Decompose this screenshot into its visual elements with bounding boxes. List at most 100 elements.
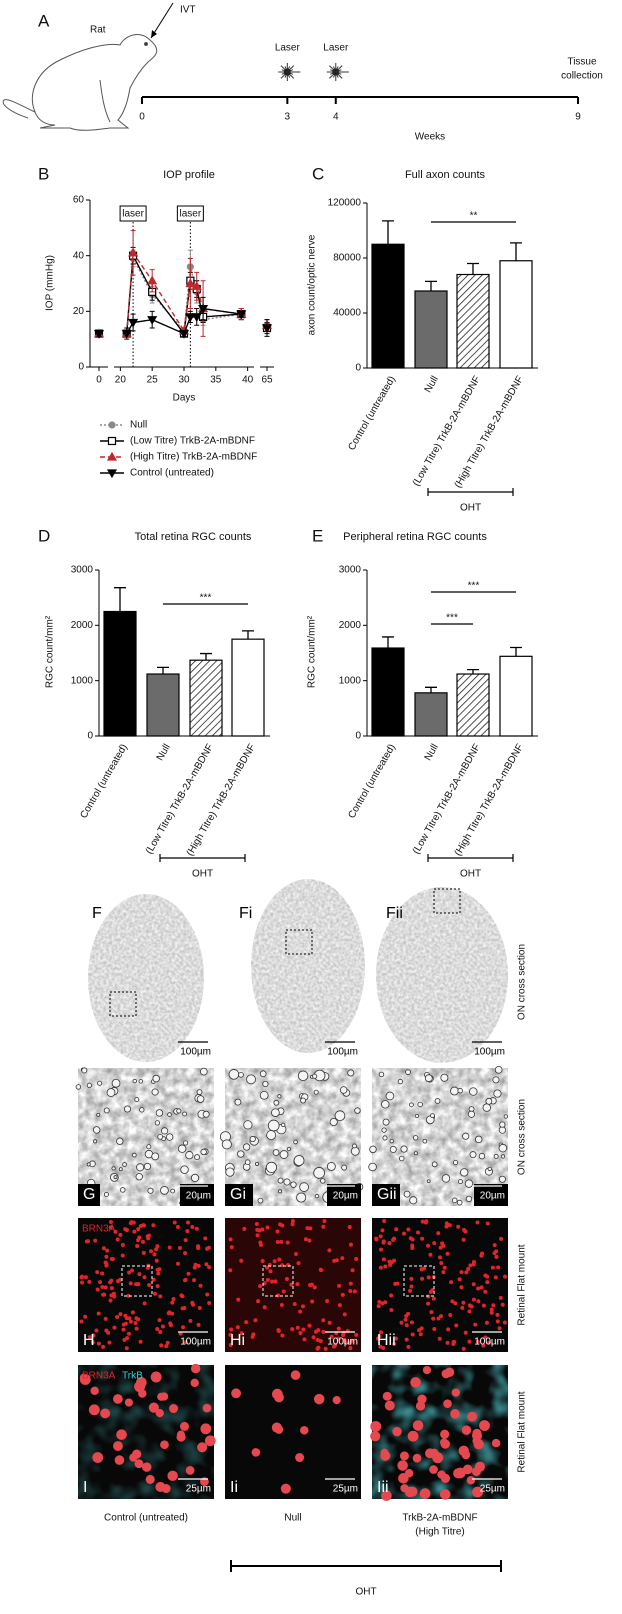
zoom-box: [285, 929, 313, 955]
axon: [259, 1090, 269, 1100]
cell: [136, 1238, 141, 1243]
cell: [319, 1268, 324, 1273]
chart-title: IOP profile: [163, 169, 215, 181]
laser-burst: [278, 63, 301, 81]
marker: [198, 304, 209, 314]
cell: [336, 1336, 341, 1341]
cell: [481, 1343, 486, 1348]
cell: [441, 1270, 446, 1275]
cell: [308, 1226, 313, 1231]
cell: [179, 1421, 190, 1431]
cell: [290, 1222, 295, 1227]
cell: [354, 1332, 359, 1337]
axon: [249, 1135, 256, 1143]
cell: [410, 1332, 415, 1337]
cell: [108, 1220, 113, 1225]
legend-label: (High Titre) TrkB-2A-mBDNF: [130, 452, 257, 463]
axon: [97, 1080, 103, 1086]
significance-label: ***: [200, 593, 212, 604]
cell: [309, 1282, 314, 1287]
end-label: Tissue: [567, 57, 597, 68]
axon: [487, 1166, 493, 1172]
bar: [103, 610, 137, 737]
cell: [204, 1435, 216, 1447]
cell: [148, 1402, 159, 1413]
cell: [292, 1302, 297, 1307]
axon: [93, 1139, 98, 1144]
cell: [90, 1386, 99, 1396]
cell: [272, 1259, 277, 1264]
cell: [160, 1440, 169, 1450]
cell: [155, 1284, 160, 1289]
subject-label: Rat: [90, 25, 106, 36]
charts: 0 20 40 60 IOP (mmHg) B IOP profile 0 20 25 30 35 40…: [38, 164, 538, 880]
cell: [251, 1448, 261, 1457]
axon: [312, 1073, 318, 1079]
cell: [307, 1238, 312, 1243]
axon: [182, 1140, 189, 1146]
cell: [440, 1439, 450, 1449]
cell: [481, 1303, 486, 1308]
bar: [414, 692, 448, 737]
cell: [113, 1441, 123, 1451]
cell: [244, 1320, 249, 1325]
cell: [473, 1322, 478, 1327]
cell: [493, 1275, 498, 1280]
axon: [266, 1130, 277, 1141]
group-bracket: [159, 854, 246, 862]
cell: [285, 1240, 290, 1245]
cell: [311, 1335, 316, 1340]
cell: [145, 1234, 150, 1239]
axon: [146, 1144, 152, 1150]
cell: [410, 1243, 415, 1248]
cell: [255, 1233, 260, 1238]
axon: [409, 1196, 418, 1205]
axon: [180, 1165, 189, 1174]
cell: [437, 1470, 446, 1479]
marker: [147, 275, 158, 285]
cell: [302, 1337, 307, 1342]
cell: [437, 1336, 442, 1341]
cell: [377, 1299, 382, 1304]
cell: [100, 1271, 105, 1276]
bar: [231, 638, 265, 737]
cell: [124, 1398, 133, 1407]
significance-label: ***: [446, 613, 458, 624]
cell: [91, 1333, 96, 1338]
cell: [190, 1363, 201, 1374]
legend-marker: [106, 451, 118, 461]
x-tick-label: 40: [242, 375, 254, 386]
axon: [246, 1074, 256, 1085]
axon: [347, 1069, 355, 1077]
panel-letter: F: [92, 905, 102, 922]
micrograph: I 25µm BRN3A TrkB: [78, 1363, 216, 1499]
error-bar: [425, 280, 437, 291]
panel-letter: Gii: [377, 1186, 397, 1203]
x-axis-label: Weeks: [415, 132, 445, 143]
axon: [326, 1162, 336, 1171]
cell: [190, 1224, 195, 1229]
cell: [404, 1337, 409, 1342]
axon: [242, 1143, 251, 1151]
scale-label: 25µm: [186, 1484, 211, 1495]
axon: [221, 1139, 232, 1150]
axon: [290, 1181, 297, 1188]
axon: [462, 1132, 470, 1140]
cell: [426, 1275, 431, 1280]
axon: [96, 1112, 101, 1117]
bar: [371, 243, 405, 369]
axon: [286, 1147, 291, 1152]
cell: [159, 1392, 169, 1401]
axon: [228, 1069, 240, 1080]
axon: [398, 1155, 405, 1162]
cell: [79, 1319, 84, 1324]
cell: [402, 1231, 407, 1236]
cell: [94, 1328, 99, 1333]
cell: [354, 1256, 359, 1261]
cell: [495, 1319, 500, 1324]
axon: [341, 1164, 348, 1171]
cell: [176, 1430, 186, 1439]
cell: [457, 1277, 462, 1282]
arrow-head: [151, 30, 157, 38]
cell: [167, 1470, 178, 1482]
